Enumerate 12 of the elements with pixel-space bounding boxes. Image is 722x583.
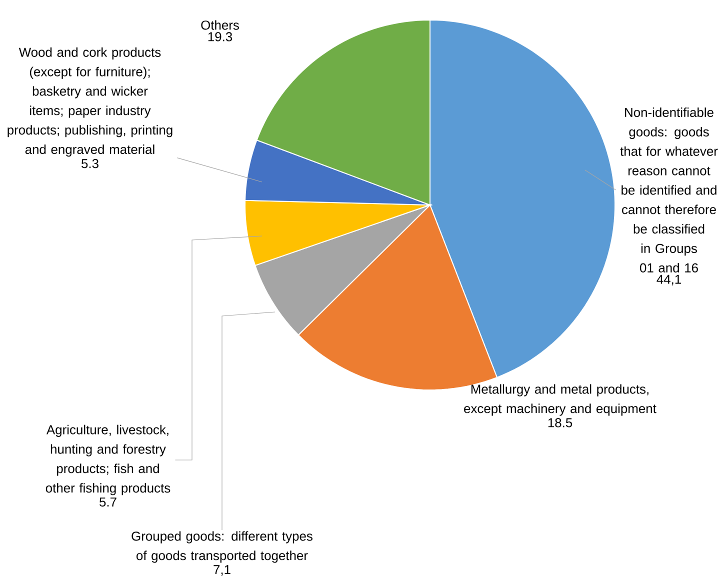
- slice-label: Wood and cork products (except for furniture); basketry and wicker items; paper industry products; publishing, printing and engraved material: [8, 47, 172, 157]
- category-label: Non-identifiable goods: goods that for whatever reason cannot be identified and cannot therefore be classified in Groups 01 and 16: [620, 108, 718, 272]
- slice-label: Metallurgy and metal products, except machinery and equipment: [464, 384, 656, 416]
- data-label: 18.5: [548, 418, 572, 428]
- data-label: 7,1: [214, 565, 230, 576]
- data-label: 19.3: [208, 32, 232, 42]
- data-label: 5.3: [82, 158, 98, 168]
- slice-label: Agriculture, livestock, hunting and forestry products; fish and other fishing products: [46, 424, 170, 496]
- data-label: 44,1: [656, 274, 681, 286]
- slice-label: Others: [201, 20, 239, 30]
- slice-label: Grouped goods: different types of goods transported together: [132, 531, 312, 563]
- data-label: 5.7: [100, 498, 116, 507]
